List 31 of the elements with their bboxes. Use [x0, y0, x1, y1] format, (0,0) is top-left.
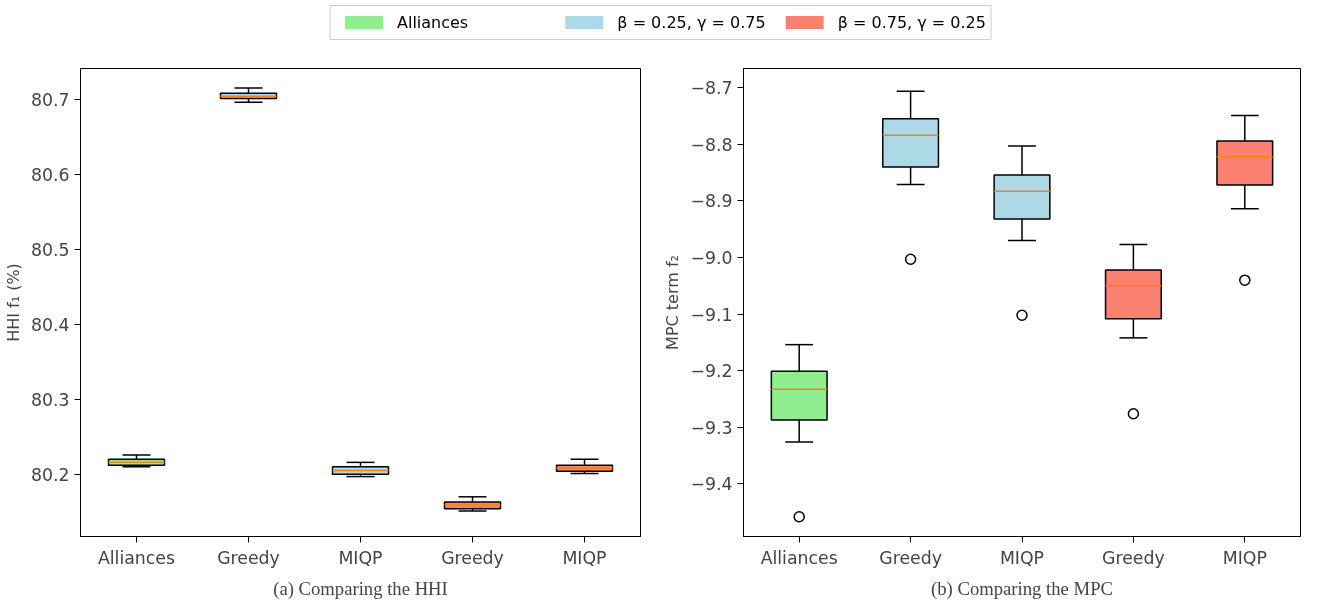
x-tick-label: MIQP [562, 547, 607, 568]
x-tick-label: Alliances [97, 547, 176, 568]
x-tick-label: Greedy [217, 547, 280, 568]
text: (a) Comparing the HHI [273, 577, 448, 600]
y-tick-label: −8.9 [690, 191, 733, 212]
y-tick-label: −9.1 [690, 304, 733, 325]
y-tick-label: −9.2 [690, 361, 733, 382]
y-tick-label: −8.8 [690, 134, 733, 155]
y-tick-label: 80.6 [30, 165, 70, 186]
y-tick-label: 80.7 [30, 90, 70, 111]
x-tick-label: Greedy [441, 547, 504, 568]
legend-label: β = 0.75, γ = 0.25 [837, 13, 986, 32]
text: (b) Comparing the MPC [931, 577, 1113, 600]
y-tick-label: −9.0 [690, 248, 733, 269]
x-tick-label: Alliances [760, 547, 838, 568]
y-tick-label: 80.3 [30, 389, 70, 410]
x-tick-label: MIQP [999, 547, 1045, 568]
x-tick-label: Greedy [1102, 547, 1165, 568]
y-tick-label: −9.4 [690, 474, 733, 495]
y-tick-label: 80.2 [30, 464, 70, 485]
y-tick-label: 80.4 [30, 315, 70, 336]
y-tick-label: 80.5 [30, 240, 70, 261]
x-tick-label: MIQP [338, 547, 383, 568]
y-axis-title: MPC term f₂ [663, 255, 683, 350]
y-tick-label: −8.7 [690, 78, 733, 99]
x-tick-label: MIQP [1222, 547, 1267, 568]
y-tick-label: −9.3 [690, 417, 733, 438]
x-tick-label: Greedy [879, 547, 942, 568]
y-axis-title: HHI f₁ (%) [3, 263, 23, 342]
legend-label: β = 0.25, γ = 0.75 [617, 13, 766, 32]
legend-label: Alliances [397, 13, 469, 32]
